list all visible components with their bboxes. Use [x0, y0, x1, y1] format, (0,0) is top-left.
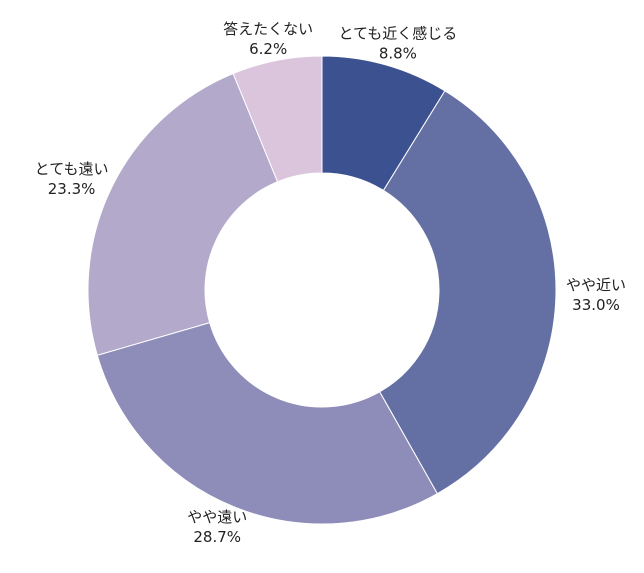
slice-value-very-far: 23.3%: [48, 180, 96, 198]
slice-very-far: [87, 72, 279, 356]
slice-value-very-close: 8.8%: [379, 45, 417, 63]
slice-value-somewhat-far: 28.7%: [193, 528, 241, 546]
slice-somewhat-far: [96, 322, 438, 525]
slice-label-no-answer: 答えたくない: [223, 20, 313, 38]
slice-label-somewhat-close: やや近い: [566, 276, 626, 294]
slice-somewhat-close: [378, 90, 557, 495]
labels-group: とても近く感じる 8.8% やや近い 33.0% やや遠い 28.7% とても遠い 23.3%…: [35, 20, 626, 546]
slice-no-answer: [232, 55, 323, 183]
slice-label-very-far: とても遠い: [35, 160, 109, 178]
slice-value-no-answer: 6.2%: [249, 40, 287, 58]
slice-label-very-close: とても近く感じる: [338, 25, 457, 43]
slice-value-somewhat-close: 33.0%: [572, 296, 620, 314]
slices-group: [87, 55, 557, 525]
slice-label-somewhat-far: やや遠い: [187, 508, 247, 526]
